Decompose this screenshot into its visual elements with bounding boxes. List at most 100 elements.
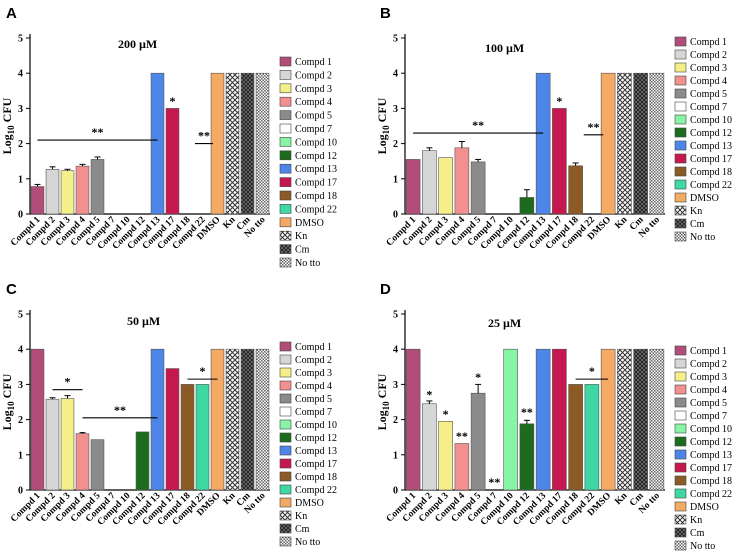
legend-label-compd-12: Compd 12	[690, 437, 732, 448]
legend-label-compd-13: Compd 13	[295, 164, 337, 175]
panel-letter: C	[6, 281, 17, 298]
significance-label: **	[588, 120, 600, 134]
legend-label-compd-7: Compd 7	[690, 102, 727, 113]
y-tick-label: 5	[393, 34, 398, 45]
significance-label: *	[200, 364, 206, 378]
bar-compd-13	[535, 72, 551, 215]
legend-label-compd-18: Compd 18	[295, 191, 337, 202]
legend-label-compd-1: Compd 1	[690, 346, 727, 357]
significance-label: *	[443, 407, 449, 421]
legend-label-compd-2: Compd 2	[690, 359, 727, 370]
bar-dmso	[600, 348, 616, 491]
bar-compd-17	[552, 108, 567, 215]
bar-cm	[240, 72, 255, 215]
legend-swatch-compd-2	[279, 354, 292, 365]
legend-label-compd-1: Compd 1	[690, 37, 727, 48]
bar-compd-3	[60, 398, 75, 491]
legend-label-compd-17: Compd 17	[690, 154, 732, 165]
significance-label: *	[589, 364, 595, 378]
y-tick-label: 0	[393, 210, 398, 221]
y-axis-label: Log10 CFU	[0, 97, 16, 154]
x-tick-label: Kn	[613, 491, 630, 508]
significance-label: **	[521, 405, 533, 419]
legend-swatch-compd-18	[674, 475, 687, 486]
legend-label-compd-2: Compd 2	[295, 70, 332, 81]
legend-swatch-compd-2	[674, 358, 687, 369]
legend-swatch-compd-18	[279, 471, 292, 482]
bar-dmso	[210, 348, 225, 491]
x-tick-label: Kn	[222, 491, 239, 508]
significance-label: *	[170, 94, 176, 108]
y-tick-label: 0	[393, 486, 398, 497]
legend-swatch-compd-1	[279, 56, 292, 67]
significance-label: *	[556, 94, 562, 108]
y-tick-label: 3	[18, 380, 23, 391]
legend-label-compd-18: Compd 18	[295, 472, 337, 483]
bar-compd-1	[30, 348, 45, 491]
legend-label-compd-1: Compd 1	[295, 57, 332, 68]
legend-swatch-compd-17	[279, 458, 292, 469]
bar-compd-22	[195, 384, 210, 491]
y-tick-label: 4	[18, 345, 23, 356]
legend-swatch-compd-13	[279, 163, 292, 174]
legend-label-compd-3: Compd 3	[295, 368, 332, 379]
legend-swatch-compd-10	[674, 423, 687, 434]
y-tick-label: 2	[18, 139, 23, 150]
legend-swatch-dmso	[279, 497, 292, 508]
legend-swatch-no-tto	[674, 231, 687, 242]
bar-dmso	[600, 72, 616, 215]
bar-compd-4	[454, 443, 470, 491]
bar-compd-13	[150, 72, 165, 215]
bar-kn	[617, 348, 632, 491]
legend-swatch-dmso	[674, 501, 687, 512]
bar-compd-3	[438, 421, 453, 491]
panel-title: 100 µM	[485, 41, 524, 55]
bar-compd-4	[75, 165, 90, 215]
bar-compd-1	[405, 348, 421, 491]
legend-label-compd-5: Compd 5	[690, 89, 727, 100]
bar-compd-5	[90, 159, 105, 215]
legend-label-dmso: DMSO	[295, 218, 324, 229]
legend-label-compd-22: Compd 22	[690, 180, 732, 191]
legend-label-kn: Kn	[690, 206, 702, 217]
bar-compd-5	[470, 392, 486, 491]
y-tick-label: 3	[18, 104, 23, 115]
legend-swatch-compd-7	[279, 406, 292, 417]
legend-swatch-compd-4	[279, 96, 292, 107]
legend-label-dmso: DMSO	[295, 498, 324, 509]
legend-swatch-compd-10	[279, 137, 292, 147]
legend-swatch-compd-12	[279, 432, 292, 443]
y-tick-label: 1	[18, 450, 23, 461]
legend-label-no-tto: No tto	[690, 541, 715, 551]
legend-label-cm: Cm	[690, 528, 705, 539]
bar-compd-4	[75, 433, 90, 491]
legend-swatch-cm	[279, 244, 292, 254]
legend-swatch-no-tto	[674, 540, 687, 551]
y-tick-label: 4	[393, 345, 398, 356]
legend-label-cm: Cm	[295, 245, 310, 256]
legend-label-compd-4: Compd 4	[295, 97, 332, 108]
y-tick-label: 3	[393, 104, 398, 115]
y-tick-label: 3	[393, 380, 398, 391]
legend-swatch-compd-7	[674, 101, 687, 112]
y-tick-label: 5	[393, 310, 398, 321]
legend-label-compd-10: Compd 10	[295, 137, 337, 148]
legend-label-compd-10: Compd 10	[690, 115, 732, 126]
y-tick-label: 2	[18, 415, 23, 426]
y-tick-label: 1	[393, 450, 398, 461]
bar-compd-12	[135, 431, 150, 491]
x-tick-label: Kn	[613, 215, 630, 232]
legend-swatch-compd-2	[674, 49, 687, 60]
legend-label-compd-2: Compd 2	[295, 355, 332, 366]
legend-swatch-compd-12	[674, 127, 687, 138]
legend-swatch-compd-22	[674, 179, 687, 190]
legend-label-dmso: DMSO	[690, 502, 719, 513]
y-tick-label: 0	[18, 486, 23, 497]
bar-compd-18	[568, 165, 583, 215]
y-tick-label: 5	[18, 310, 23, 321]
legend-swatch-cm	[279, 523, 292, 534]
bar-compd-2	[422, 403, 437, 491]
legend-swatch-kn	[279, 510, 292, 521]
bar-compd-13	[535, 348, 551, 491]
